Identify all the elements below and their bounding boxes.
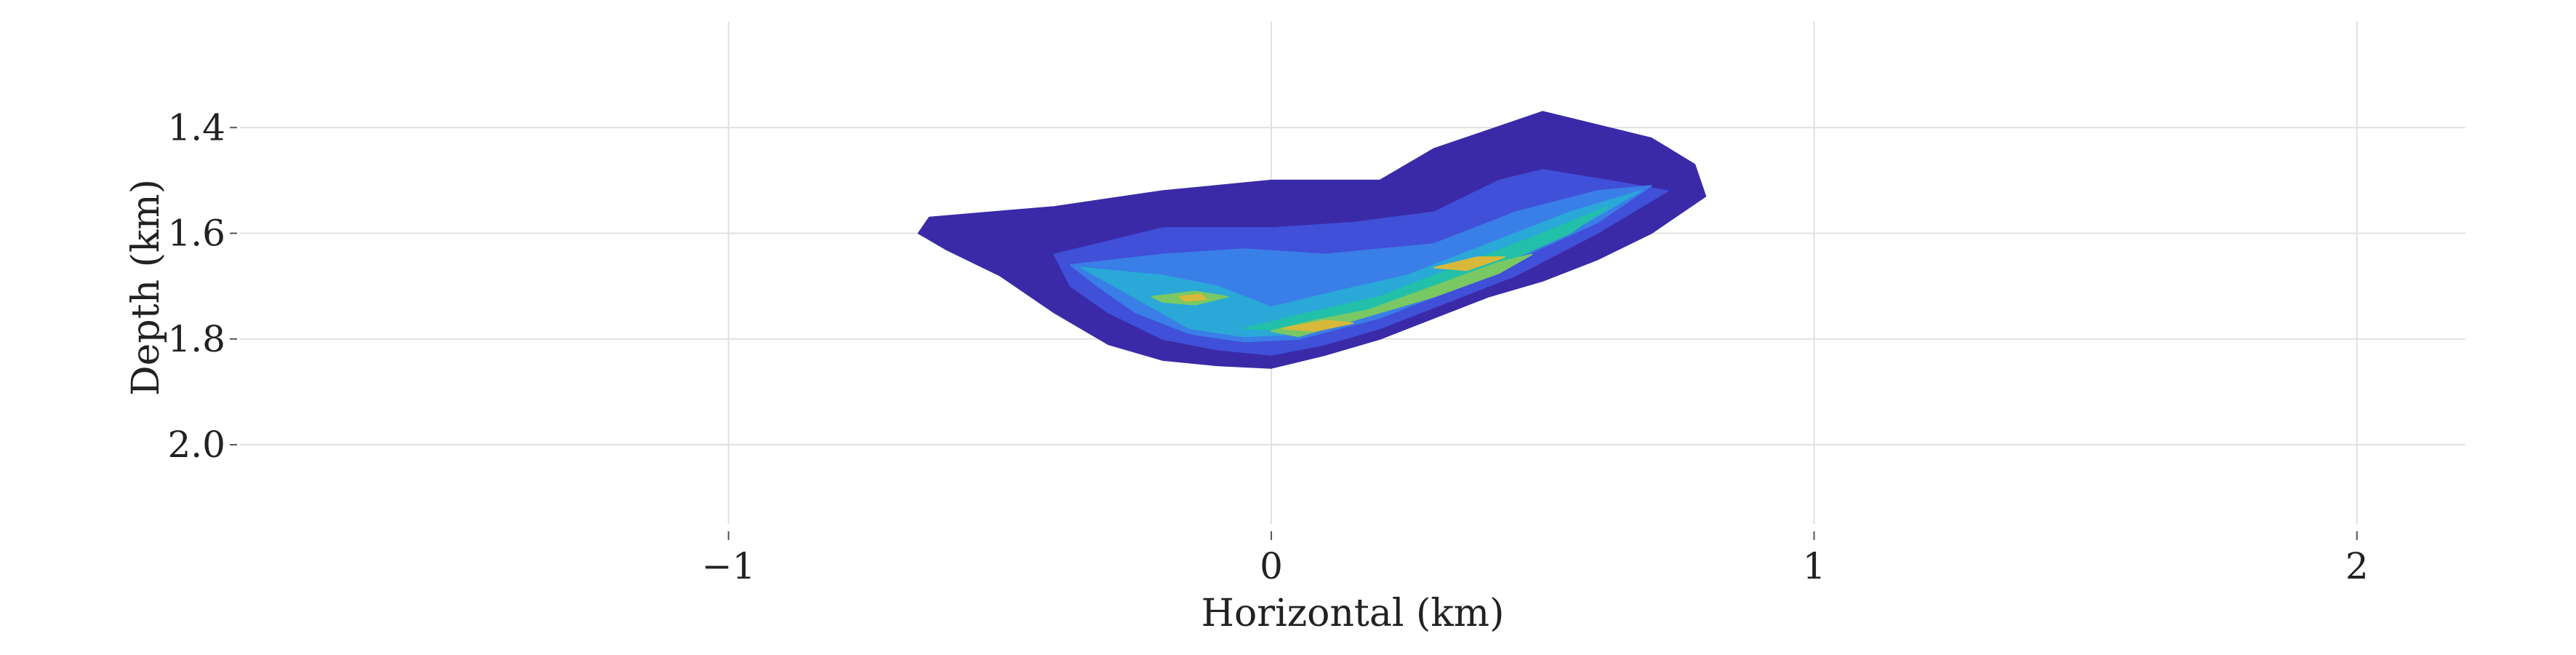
y-axis-ticks: 1.4 1.6 1.8 2.0 — [167, 106, 237, 466]
x-tick-label: 0 — [1260, 545, 1283, 587]
y-tick-label: 1.8 — [167, 318, 225, 360]
y-tick-label: 1.4 — [167, 106, 225, 148]
x-tick-label: 1 — [1802, 545, 1825, 587]
y-tick-label: 1.6 — [167, 213, 225, 255]
density-level-4 — [1080, 190, 1641, 338]
x-axis-label: Horizontal (km) — [1201, 592, 1505, 635]
y-axis-label: Depth (km) — [124, 179, 168, 396]
x-tick-label: 2 — [2345, 545, 2369, 587]
density-level-7 — [1433, 256, 1505, 271]
density-level-7 — [1178, 293, 1207, 302]
density-level-7 — [1281, 319, 1353, 332]
x-axis-ticks: −1 0 1 2 — [702, 531, 2369, 587]
density-plot — [917, 111, 1707, 369]
x-tick-label: −1 — [702, 545, 756, 587]
y-tick-label: 2.0 — [167, 424, 225, 466]
